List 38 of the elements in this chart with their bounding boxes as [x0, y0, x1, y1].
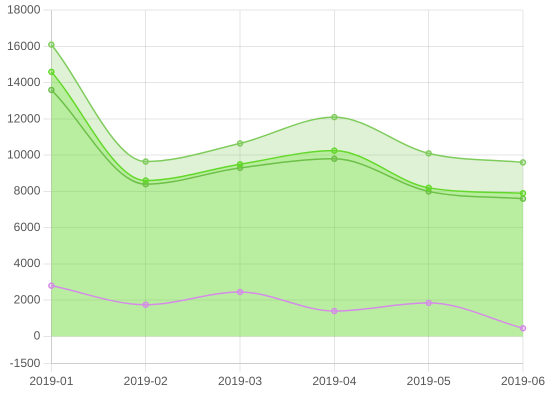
point — [48, 41, 55, 48]
point — [331, 147, 338, 154]
y-tick-label: 14000 — [6, 75, 41, 90]
y-tick-label: 10000 — [6, 147, 41, 162]
point — [425, 150, 432, 157]
y-tick-label: 0 — [34, 328, 41, 343]
point — [331, 156, 338, 162]
point — [142, 177, 149, 184]
y-tick-label: 4000 — [14, 256, 41, 270]
point — [142, 301, 149, 308]
point — [331, 114, 338, 120]
x-tick-label: 2019-02 — [124, 374, 168, 388]
point — [520, 325, 526, 332]
point — [425, 300, 432, 306]
point — [236, 140, 244, 147]
y-tick-label: 18000 — [6, 2, 41, 17]
y-tick-label: -1500 — [10, 356, 41, 370]
y-tick-label: 16000 — [6, 38, 41, 53]
point — [48, 68, 55, 76]
point — [48, 282, 55, 289]
point — [520, 159, 526, 166]
y-tick-label: 2000 — [14, 292, 41, 306]
x-tick-label: 2019-03 — [218, 374, 262, 388]
point — [142, 158, 149, 165]
y-tick-label: 6000 — [14, 220, 41, 234]
point — [520, 190, 526, 196]
x-tick-label: 2019-04 — [312, 374, 357, 388]
point — [236, 288, 244, 296]
point — [425, 184, 432, 192]
point — [331, 308, 338, 314]
point — [48, 86, 55, 94]
y-tick-label: 8000 — [14, 184, 41, 198]
x-tick-label: 2019-06 — [500, 374, 546, 388]
point — [236, 160, 244, 168]
y-tick-label: 12000 — [6, 111, 41, 126]
x-tick-label: 2019-01 — [29, 374, 74, 388]
point — [520, 195, 526, 202]
x-tick-label: 2019-05 — [406, 374, 452, 388]
